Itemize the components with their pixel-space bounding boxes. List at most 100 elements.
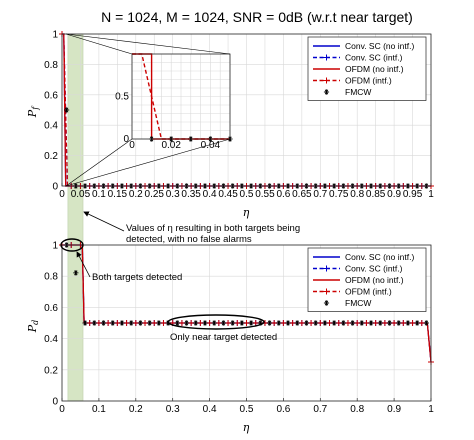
plus-marker [123, 320, 130, 326]
plus-marker [323, 288, 330, 295]
legend-entry: FMCW [323, 298, 371, 308]
pd-axis-box [61, 244, 432, 402]
plus-marker [160, 320, 167, 326]
x-tick-label: 0.1 [92, 404, 106, 415]
plus-marker [344, 320, 351, 326]
x-tick-label: 0.2 [129, 404, 143, 415]
zoom-connector-top-right [65, 33, 231, 55]
y-tick-label: 0.4 [44, 334, 58, 345]
star-marker [313, 320, 319, 326]
x-tick-label: 0.45 [218, 189, 238, 200]
star-marker [294, 320, 300, 326]
x-tick-label: 0.6 [276, 404, 290, 415]
inset-axis-box [131, 53, 231, 140]
inset-x-tick-labels: 0 0.02 0.04 [129, 140, 220, 151]
inset-y-tick-label: 0 [123, 134, 129, 145]
near-only-ellipse [167, 314, 265, 330]
x-tick-label: 0.5 [240, 189, 254, 200]
legend-label: FMCW [345, 298, 371, 308]
x-tick-label: 0 [59, 404, 65, 415]
star-marker [100, 320, 107, 326]
legend-entry: OFDM (no intf.) [313, 64, 404, 74]
plus-marker [252, 320, 259, 326]
x-tick-label: 0.9 [387, 404, 401, 415]
x-tick-label: 0.3 [166, 189, 180, 200]
plus-marker [354, 320, 361, 326]
y-tick-label: 0 [52, 397, 58, 408]
pd-axes: 0 0.1 0.2 0.3 0.4 0.5 0.6 0.7 0.8 0.9 1 0 0.2 0.4 0.6… [26, 241, 434, 435]
x-tick-label: 1 [428, 404, 434, 415]
plus-marker [142, 320, 149, 326]
values-arrow [83, 211, 125, 232]
pd-y-axis-label: Pd [26, 320, 40, 334]
star-marker [323, 89, 330, 95]
plus-marker [409, 320, 416, 326]
plus-marker [197, 320, 204, 326]
star-marker [110, 320, 116, 326]
plus-marker [151, 320, 158, 326]
x-tick-label: 0.8 [350, 404, 364, 415]
star-marker [276, 320, 282, 326]
y-tick-label: 0.2 [44, 365, 58, 376]
y-tick-label: 0.4 [44, 121, 58, 132]
x-tick-label: 0.05 [71, 189, 91, 200]
x-tick-label: 0.75 [329, 189, 349, 200]
plus-marker [381, 320, 388, 326]
plus-marker [335, 320, 342, 326]
plus-marker [308, 320, 315, 326]
star-marker [340, 320, 346, 326]
star-marker [405, 320, 411, 326]
star-marker [64, 107, 70, 113]
y-tick-label: 0.8 [44, 272, 58, 283]
plus-marker [323, 54, 330, 61]
legend-label: OFDM (intf.) [345, 76, 392, 86]
x-tick-label: 0.4 [203, 404, 217, 415]
x-tick-label: 1 [428, 189, 434, 200]
plus-marker [323, 77, 330, 84]
star-marker [377, 320, 383, 326]
both-detected-ellipse [60, 238, 84, 252]
star-marker [183, 320, 190, 326]
star-marker [82, 320, 88, 326]
star-marker [193, 320, 199, 326]
star-marker [423, 320, 429, 326]
plus-marker [105, 320, 112, 326]
star-marker [156, 320, 162, 326]
annotation-both-detected: Both targets detected [92, 272, 182, 283]
star-marker [386, 320, 393, 326]
plus-marker [178, 320, 185, 326]
star-marker [414, 320, 420, 326]
star-marker [147, 320, 153, 326]
plus-marker [188, 320, 195, 326]
star-marker [248, 320, 254, 326]
zoom-connector-top [65, 33, 133, 55]
star-marker [128, 320, 134, 326]
x-tick-label: 0.6 [276, 189, 290, 200]
legend-label: FMCW [345, 87, 371, 97]
x-tick-label: 0.95 [403, 189, 423, 200]
x-tick-label: 0.4 [203, 189, 217, 200]
plus-marker [206, 320, 213, 326]
star-marker [211, 320, 217, 326]
x-tick-label: 0.3 [166, 404, 180, 415]
plus-marker [234, 320, 241, 326]
star-marker [285, 320, 291, 326]
pf-legend: Conv. SC (no intf.)Conv. SC (intf.)OFDM … [307, 36, 427, 101]
inset-x-tick-label: 0.04 [201, 140, 221, 151]
x-tick-label: 0 [59, 189, 65, 200]
star-marker [220, 320, 227, 326]
legend-entry: Conv. SC (intf.) [313, 53, 403, 63]
y-tick-label: 0.2 [44, 151, 58, 162]
series-fmcw [64, 242, 429, 326]
x-tick-label: 0.55 [255, 189, 275, 200]
pd-legend: Conv. SC (no intf.)Conv. SC (intf.)OFDM … [307, 247, 427, 312]
star-marker [359, 320, 365, 326]
star-marker [119, 320, 125, 326]
pf-x-tick-labels: 0 0.05 0.1 0.15 0.2 0.25 0.3 0.35 0.4 0.45 0.5 0.55… [59, 189, 434, 200]
y-tick-label: 0 [52, 182, 58, 193]
y-tick-label: 0.8 [44, 60, 58, 71]
legend-entry: FMCW [323, 87, 371, 97]
legend-entry: OFDM (no intf.) [313, 275, 404, 285]
legend-entry: OFDM (intf.) [313, 287, 392, 297]
y-tick-label: 1 [52, 30, 58, 41]
